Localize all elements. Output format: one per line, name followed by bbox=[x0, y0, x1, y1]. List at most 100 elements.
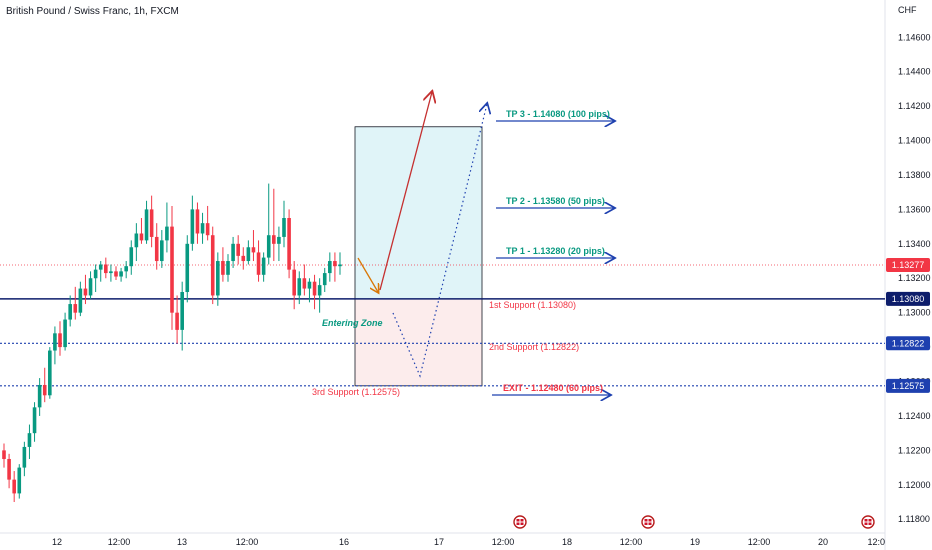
candle-body bbox=[272, 235, 276, 244]
projected-path-arrow bbox=[392, 104, 487, 378]
candle-body bbox=[114, 271, 118, 277]
candle-body bbox=[129, 247, 134, 267]
candle-body bbox=[180, 292, 184, 330]
flag-icon[interactable] bbox=[641, 515, 655, 529]
candle-body bbox=[307, 281, 312, 289]
x-tick-label: 12:00 bbox=[108, 537, 131, 547]
candle-body bbox=[338, 264, 342, 267]
target-zone bbox=[354, 126, 483, 300]
stop-zone bbox=[354, 298, 483, 387]
candle-body bbox=[195, 209, 200, 234]
candle-body bbox=[53, 333, 57, 351]
candle-body bbox=[266, 235, 271, 258]
candle-body bbox=[251, 247, 256, 253]
candle-body bbox=[109, 271, 113, 274]
candle-body bbox=[7, 458, 11, 480]
candle-body bbox=[124, 266, 128, 272]
candle-body bbox=[27, 433, 32, 447]
x-tick-label: 12 bbox=[52, 537, 62, 547]
y-tick-label: 1.12200 bbox=[898, 445, 931, 455]
x-tick-label: 18 bbox=[562, 537, 572, 547]
candle-body bbox=[73, 304, 78, 313]
y-tick-label: 1.13000 bbox=[898, 308, 931, 318]
candle-body bbox=[63, 319, 67, 348]
x-tick-label: 17 bbox=[434, 537, 444, 547]
candle-body bbox=[312, 281, 317, 296]
x-tick-label: 12:00 bbox=[620, 537, 643, 547]
time-axis-ticks: 12 12:00 13 12:00 16 17 12:00 18 12:00 19 12:00 20 1… bbox=[52, 537, 885, 547]
candle-body bbox=[68, 304, 72, 320]
candle-body bbox=[144, 209, 149, 241]
candle-body bbox=[149, 209, 154, 237]
candle-body bbox=[277, 236, 281, 244]
candle-body bbox=[98, 264, 103, 270]
candle-body bbox=[261, 257, 266, 275]
candle-body bbox=[37, 384, 42, 408]
x-tick-label: 16 bbox=[339, 537, 349, 547]
entering-zone-label: Entering Zone bbox=[322, 318, 383, 328]
candle-body bbox=[190, 209, 195, 244]
candle-body bbox=[42, 384, 47, 396]
x-tick-label: 13 bbox=[177, 537, 187, 547]
candle-body bbox=[317, 285, 322, 296]
candle-body bbox=[333, 261, 337, 267]
flag-icon[interactable] bbox=[513, 515, 527, 529]
price-badge bbox=[886, 291, 930, 306]
candle-body bbox=[241, 255, 246, 262]
target-arrow bbox=[379, 92, 432, 291]
x-tick-label: 12:0 bbox=[867, 537, 885, 547]
flag-icon[interactable] bbox=[861, 515, 875, 529]
y-tick-label: 1.13200 bbox=[898, 273, 931, 283]
price-badge-label: 1.12822 bbox=[892, 338, 925, 348]
price-badges: 1.13277 1.13080 1.12822 1.12575 bbox=[886, 257, 930, 393]
candle-body bbox=[88, 278, 93, 296]
candle-body bbox=[32, 407, 37, 434]
candle-body bbox=[292, 269, 296, 296]
candle-body bbox=[328, 261, 332, 274]
candle-body bbox=[216, 261, 220, 296]
support3-label: 3rd Support (1.12575) bbox=[312, 387, 400, 397]
price-axis-ticks: 1.14600 1.14400 1.14200 1.14000 1.13800 1.136… bbox=[898, 32, 931, 524]
candle-body bbox=[175, 312, 179, 330]
candle-body bbox=[134, 233, 139, 248]
candle-body bbox=[139, 233, 144, 241]
candle-body bbox=[119, 271, 123, 277]
y-tick-label: 1.12400 bbox=[898, 411, 931, 421]
support1-label: 1st Support (1.13080) bbox=[489, 300, 576, 310]
x-tick-label: 19 bbox=[690, 537, 700, 547]
candle-body bbox=[282, 218, 286, 237]
candle-body bbox=[48, 350, 52, 396]
price-badge-label: 1.13277 bbox=[892, 260, 925, 270]
y-tick-label: 1.11800 bbox=[898, 514, 930, 524]
candle-body bbox=[17, 467, 22, 494]
price-badge-label: 1.13080 bbox=[892, 294, 925, 304]
y-tick-label: 1.12000 bbox=[898, 480, 931, 490]
candle-body bbox=[236, 243, 240, 256]
candle-body bbox=[256, 252, 261, 275]
candle-body bbox=[58, 333, 62, 348]
y-tick-label: 1.14200 bbox=[898, 101, 931, 111]
currency-label: CHF bbox=[898, 5, 917, 15]
candle-body bbox=[154, 236, 159, 262]
candle-body bbox=[22, 446, 27, 468]
price-badge bbox=[886, 378, 930, 393]
candles bbox=[2, 183, 342, 503]
candle-body bbox=[160, 240, 164, 262]
candle-body bbox=[246, 247, 251, 262]
candle-body bbox=[226, 261, 230, 275]
candle-body bbox=[210, 235, 215, 296]
exit-label: EXIT - 1.12480 (60 pips) bbox=[503, 383, 603, 393]
tp3-label: TP 3 - 1.14080 (100 pips) bbox=[506, 109, 610, 119]
x-tick-label: 12:00 bbox=[492, 537, 515, 547]
price-badge bbox=[886, 336, 930, 351]
x-tick-label: 20 bbox=[818, 537, 828, 547]
candle-body bbox=[200, 223, 205, 234]
chart-title: British Pound / Swiss Franc, 1h, FXCM bbox=[6, 6, 179, 17]
candle-body bbox=[12, 479, 16, 494]
entry-arrow bbox=[357, 257, 378, 292]
candle-body bbox=[221, 261, 225, 275]
candle-body bbox=[170, 226, 174, 313]
candle-body bbox=[2, 450, 6, 459]
candle-body bbox=[104, 264, 108, 274]
